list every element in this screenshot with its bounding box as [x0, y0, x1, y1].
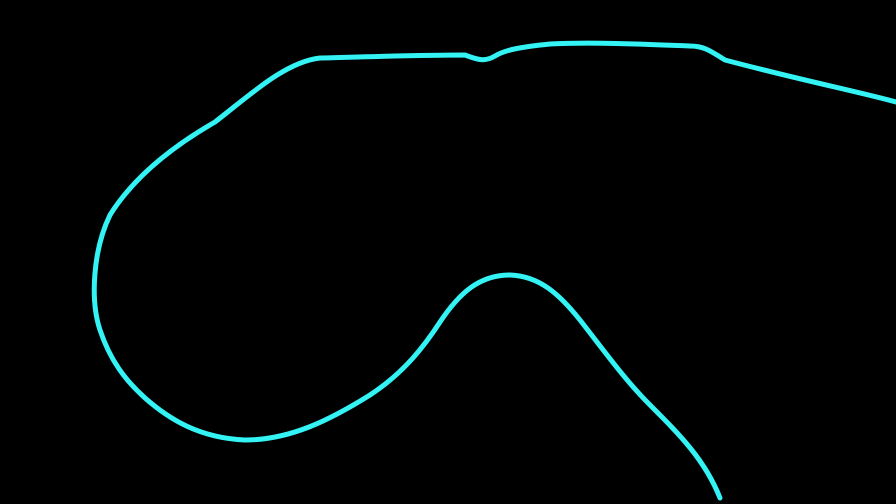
cyan-stroke: [91, 40, 896, 501]
